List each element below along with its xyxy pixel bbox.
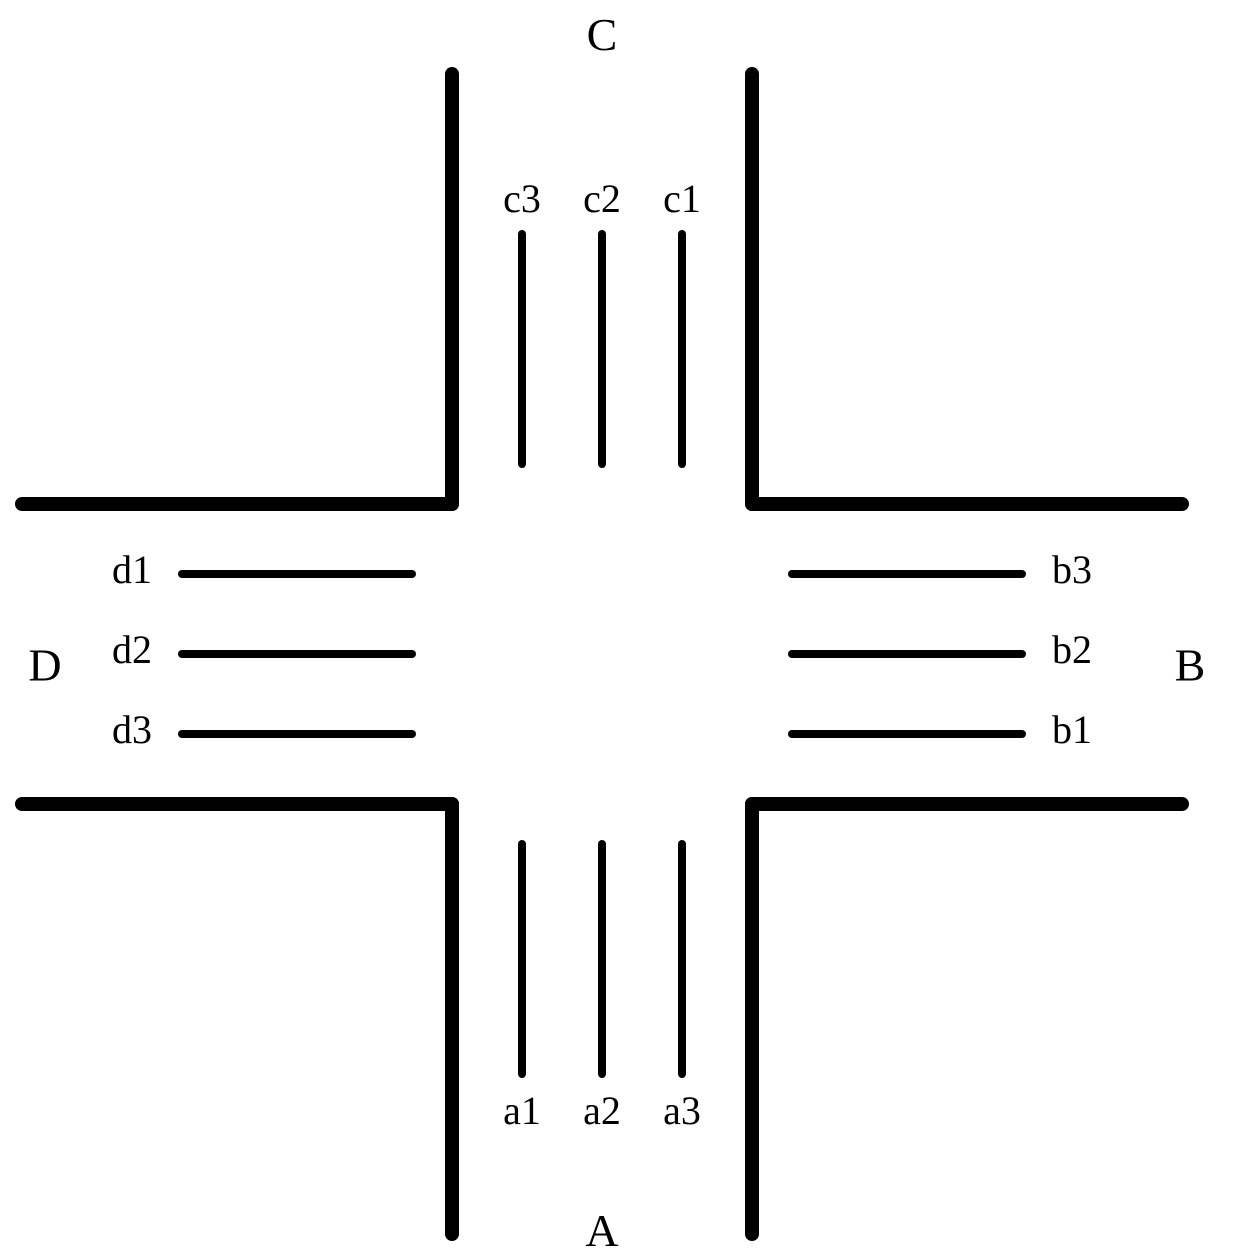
lane-label-c2: c2 [583,176,621,221]
arm-label-B: B [1175,640,1206,691]
arm-label-D: D [28,640,61,691]
lane-label-d2: d2 [112,627,152,672]
intersection-diagram: c3 c2 c1 a1 a2 a3 d1 d2 d3 b3 b2 b1 C A D B [0,0,1240,1246]
lane-label-a3: a3 [663,1088,701,1133]
arm-label-A: A [585,1205,618,1246]
lane-label-a1: a1 [503,1088,541,1133]
lane-label-c3: c3 [503,176,541,221]
arm-label-C: C [587,9,618,60]
lane-label-d1: d1 [112,547,152,592]
lane-label-b1: b1 [1052,707,1092,752]
lane-label-d3: d3 [112,707,152,752]
lane-label-a2: a2 [583,1088,621,1133]
lane-label-b2: b2 [1052,627,1092,672]
lane-label-b3: b3 [1052,547,1092,592]
lane-label-c1: c1 [663,176,701,221]
